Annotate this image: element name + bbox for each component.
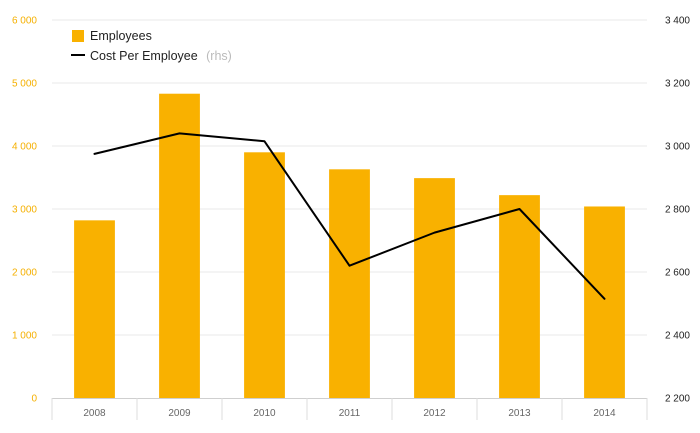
axes: 0 1 000 2 000 3 000 4 000 5 000 6 000 2 200 2 40… xyxy=(12,16,690,420)
x-tick-label: 2014 xyxy=(593,408,616,419)
y-right-tick-label: 2 600 xyxy=(665,268,690,279)
legend-label-cost-per-employee: Cost Per Employee (rhs) xyxy=(90,47,232,64)
y-left-tick-label: 3 000 xyxy=(12,205,37,216)
y-left-tick-label: 4 000 xyxy=(12,142,37,153)
x-tick-label: 2009 xyxy=(168,408,191,419)
y-left-tick-label: 1 000 xyxy=(12,331,37,342)
y-left-tick-label: 0 xyxy=(31,394,37,405)
legend-series-note: (rhs) xyxy=(206,49,232,63)
y-right-tick-label: 2 200 xyxy=(665,394,690,405)
bar-2008 xyxy=(74,220,115,398)
x-tick-label: 2011 xyxy=(339,408,361,419)
legend-swatch-employees xyxy=(72,30,84,42)
x-tick-label: 2013 xyxy=(508,408,531,419)
legend: Employees Cost Per Employee (rhs) xyxy=(71,29,232,64)
y-right-tick-label: 3 200 xyxy=(665,79,690,90)
legend-label-employees: Employees xyxy=(90,29,152,43)
y-left-tick-label: 2 000 xyxy=(12,268,37,279)
bar-2014 xyxy=(584,206,625,398)
bar-series-employees xyxy=(74,93,625,399)
bar-2013 xyxy=(499,195,540,398)
y-left-tick-label: 6 000 xyxy=(12,16,37,27)
y-right-tick-label: 3 400 xyxy=(665,16,690,27)
bar-2011 xyxy=(329,169,370,398)
bar-2010 xyxy=(244,152,285,398)
y-right-tick-label: 2 400 xyxy=(665,331,690,342)
bar-2012 xyxy=(414,178,455,398)
x-tick-label: 2008 xyxy=(83,408,106,419)
x-tick-label: 2012 xyxy=(423,408,446,419)
legend-series-name: Cost Per Employee xyxy=(90,49,198,63)
line-series-cost-per-employee xyxy=(93,132,606,300)
y-left-tick-label: 5 000 xyxy=(12,79,37,90)
y-right-tick-label: 2 800 xyxy=(665,205,690,216)
y-right-tick-label: 3 000 xyxy=(665,142,690,153)
x-tick-label: 2010 xyxy=(253,408,276,419)
bar-2009 xyxy=(159,93,200,399)
